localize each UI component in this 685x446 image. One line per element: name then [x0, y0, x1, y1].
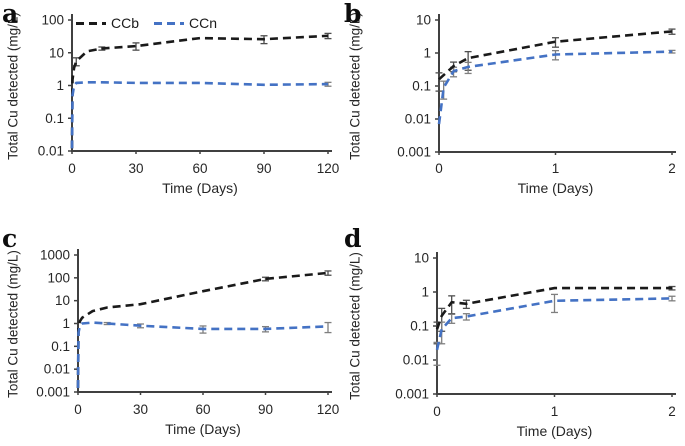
x-axis-label: Time (Days): [165, 421, 241, 437]
legend: CCb CCn: [76, 15, 217, 31]
series-line-ccn: [70, 81, 329, 149]
x-tick-label: 60: [195, 402, 210, 417]
y-tick-label: 10: [416, 13, 431, 28]
y-tick-label: 1000: [40, 248, 70, 263]
y-axis-label: Total Cu detected (mg/L): [347, 12, 363, 160]
x-axis-label: Time (Days): [516, 423, 593, 439]
x-tick-label: 1: [552, 161, 560, 176]
x-axis-label: Time (Days): [517, 180, 594, 196]
panel-a: a Total Cu detected (mg/L) 100 10 1 0.1 0.01…: [0, 0, 343, 223]
y-tick-label: 10: [414, 251, 429, 266]
plot-area-d: 10 1 0.1 0.01 0.001 0 1 2: [395, 251, 676, 419]
series-line-ccn: [437, 50, 673, 125]
x-tick-label: 30: [128, 161, 143, 176]
panel-c: c Total Cu detected (mg/L) 1000 100 10 1 0.1…: [0, 223, 343, 446]
x-tick-label: 0: [74, 402, 82, 417]
x-tick-label: 90: [256, 161, 271, 176]
series-line-ccb: [438, 30, 673, 81]
y-tick-label: 0.1: [51, 339, 70, 354]
y-tick-label: 100: [47, 270, 70, 285]
legend-item-ccn: CCn: [154, 15, 217, 31]
panel-letter-d: d: [344, 224, 362, 253]
y-tick-label: 10: [55, 293, 70, 308]
legend-item-ccb: CCb: [76, 15, 139, 31]
y-tick-label: 1: [56, 78, 64, 93]
series-line-ccn: [435, 297, 673, 351]
y-axis-label: Total Cu detected (mg/L): [5, 249, 21, 398]
series-line-ccb: [70, 34, 329, 149]
y-axis-label: Total Cu detected (mg/L): [5, 11, 21, 160]
y-tick-label: 0.001: [395, 387, 429, 402]
x-tick-label: 30: [133, 402, 148, 417]
y-tick-label: 10: [49, 45, 64, 60]
x-axis-label: Time (Days): [162, 180, 238, 196]
x-tick-label: 0: [433, 404, 441, 419]
x-tick-label: 0: [68, 161, 76, 176]
legend-label-ccb: CCb: [111, 15, 140, 31]
x-tick-label: 2: [668, 404, 676, 419]
x-tick-label: 2: [668, 161, 676, 176]
y-tick-label: 1: [421, 285, 429, 300]
y-tick-label: 0.01: [403, 353, 429, 368]
y-tick-label: 0.1: [412, 79, 431, 94]
y-tick-label: 0.001: [36, 385, 70, 400]
y-tick-label: 0.01: [38, 144, 64, 159]
legend-dash-ccb-icon: [76, 21, 106, 25]
y-tick-label: 0.1: [410, 319, 429, 334]
x-tick-label: 90: [258, 402, 273, 417]
legend-dash-ccn-icon: [154, 21, 185, 25]
x-tick-label: 120: [317, 161, 340, 176]
series-line-ccn: [76, 321, 329, 389]
legend-label-ccn: CCn: [189, 15, 218, 31]
panel-letter-c: c: [2, 224, 18, 253]
panel-d: d Total Cu detected (mg/L) 10 1 0.1 0.01 0.0…: [342, 223, 685, 446]
y-tick-label: 1: [423, 46, 431, 61]
y-tick-label: 0.01: [405, 112, 431, 127]
plot-area-a: 100 10 1 0.1 0.01 0 30 60 90 120: [38, 13, 340, 177]
panel-letter-b: b: [344, 0, 362, 28]
y-tick-label: 0.1: [45, 111, 64, 126]
panel-b: b Total Cu detected (mg/L) 10 1 0.1 0.01 0.0…: [342, 0, 685, 223]
plot-area-c: 1000 100 10 1 0.1 0.01 0.001 0 30 60 90 120: [36, 248, 340, 418]
x-tick-label: 0: [435, 161, 443, 176]
x-tick-label: 1: [551, 404, 559, 419]
y-axis-label: Total Cu detected (mg/L): [347, 252, 363, 400]
panel-letter-a: a: [2, 0, 19, 28]
series-line-ccb: [76, 271, 329, 389]
plot-area-b: 10 1 0.1 0.01 0.001 0 1 2: [397, 13, 676, 176]
y-tick-label: 0.01: [44, 362, 70, 377]
y-tick-label: 100: [41, 13, 64, 28]
x-tick-label: 60: [192, 161, 207, 176]
x-tick-label: 120: [317, 402, 340, 417]
y-tick-label: 1: [62, 316, 70, 331]
y-tick-label: 0.001: [397, 145, 431, 160]
